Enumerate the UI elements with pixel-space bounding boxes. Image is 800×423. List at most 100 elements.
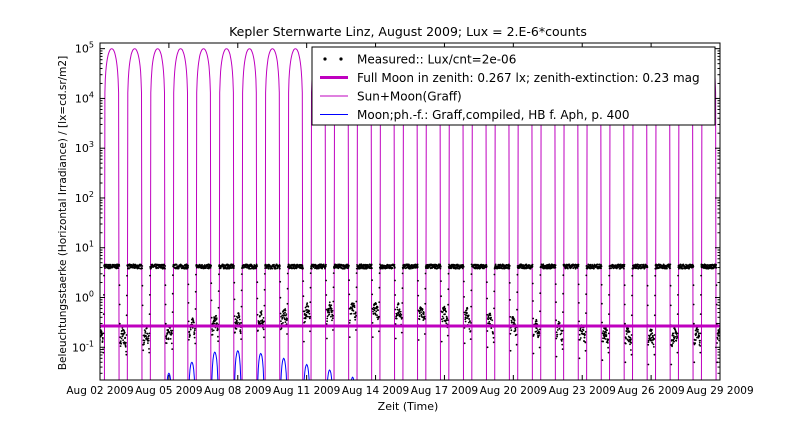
- measured-point: [164, 303, 167, 306]
- measured-point: [629, 339, 632, 342]
- measured-point: [119, 336, 122, 339]
- measured-point: [671, 344, 674, 346]
- measured-point: [538, 332, 541, 334]
- measured-point: [628, 340, 630, 343]
- measured-point: [187, 302, 190, 304]
- measured-point: [373, 309, 376, 312]
- series-measured: [100, 263, 720, 366]
- measured-point: [188, 330, 191, 333]
- measured-point: [125, 350, 127, 353]
- sun-moon-day-curve: [103, 48, 120, 380]
- measured-point: [397, 303, 400, 306]
- measured-point: [601, 302, 603, 305]
- measured-point: [210, 316, 213, 319]
- measured-point: [516, 273, 519, 276]
- measured-point: [607, 342, 609, 344]
- measured-point: [531, 263, 534, 266]
- measured-point: [669, 263, 672, 266]
- measured-point: [556, 329, 559, 331]
- measured-point: [469, 320, 471, 322]
- x-tick-label: Aug 08 2009: [204, 385, 271, 397]
- measured-point: [630, 349, 632, 351]
- measured-point: [651, 342, 654, 344]
- measured-point: [240, 305, 243, 308]
- measured-point: [447, 303, 449, 306]
- measured-point: [445, 322, 448, 325]
- measured-point: [328, 313, 331, 316]
- measured-point: [177, 267, 180, 270]
- measured-point: [554, 283, 557, 285]
- measured-point: [562, 274, 565, 277]
- measured-point: [654, 274, 657, 277]
- measured-point: [463, 296, 465, 298]
- measured-point: [330, 315, 332, 318]
- measured-point: [349, 319, 351, 322]
- measured-point: [401, 272, 404, 275]
- measured-point: [513, 322, 515, 324]
- measured-point: [286, 318, 289, 320]
- measured-point: [325, 279, 327, 282]
- measured-point: [466, 317, 469, 319]
- y-tick-label: 104: [75, 90, 94, 105]
- measured-point: [308, 310, 311, 312]
- legend-marker: [339, 57, 343, 61]
- measured-point: [653, 338, 656, 340]
- moon-night-curve: [303, 363, 310, 380]
- moon-night-curve: [280, 357, 287, 380]
- measured-point: [440, 280, 442, 282]
- measured-point: [535, 318, 538, 321]
- measured-point: [240, 338, 243, 340]
- sun-moon-day-curve: [126, 48, 143, 380]
- measured-point: [590, 267, 593, 270]
- measured-point: [259, 314, 261, 317]
- measured-point: [653, 353, 656, 356]
- moon-night-curve: [188, 361, 195, 380]
- measured-point: [326, 337, 328, 340]
- measured-point: [671, 345, 673, 348]
- measured-point: [623, 284, 626, 287]
- measured-point: [210, 282, 213, 285]
- measured-point: [286, 333, 288, 335]
- measured-point: [347, 266, 350, 269]
- measured-point: [102, 313, 105, 315]
- measured-point: [418, 318, 421, 321]
- measured-point: [141, 265, 144, 267]
- measured-point: [102, 338, 104, 340]
- measured-point: [554, 266, 557, 269]
- measured-point: [568, 263, 571, 266]
- measured-point: [631, 274, 634, 277]
- moon-night-curve: [211, 351, 219, 380]
- measured-point: [567, 267, 569, 270]
- measured-point: [171, 311, 174, 313]
- measured-point: [217, 340, 220, 343]
- measured-point: [401, 287, 404, 290]
- measured-point: [421, 308, 424, 311]
- measured-point: [141, 304, 144, 307]
- measured-point: [676, 313, 679, 315]
- measured-point: [579, 327, 582, 330]
- measured-point: [607, 351, 610, 354]
- measured-point: [372, 310, 374, 313]
- measured-point: [671, 339, 673, 341]
- measured-point: [120, 337, 123, 340]
- measured-point: [284, 311, 286, 314]
- measured-point: [124, 345, 127, 348]
- measured-point: [694, 342, 697, 345]
- measured-point: [601, 332, 604, 335]
- measured-point: [555, 337, 558, 340]
- measured-point: [393, 264, 396, 266]
- measured-point: [669, 267, 672, 269]
- measured-point: [175, 263, 178, 266]
- measured-point: [332, 329, 334, 331]
- measured-point: [692, 265, 695, 268]
- measured-point: [103, 294, 105, 296]
- measured-point: [444, 307, 447, 310]
- measured-point: [147, 337, 150, 340]
- measured-point: [194, 290, 197, 293]
- measured-point: [169, 338, 172, 340]
- measured-point: [286, 302, 289, 305]
- measured-point: [510, 319, 513, 322]
- x-tick-label: Aug 20 2009: [480, 385, 547, 397]
- measured-point: [166, 338, 168, 340]
